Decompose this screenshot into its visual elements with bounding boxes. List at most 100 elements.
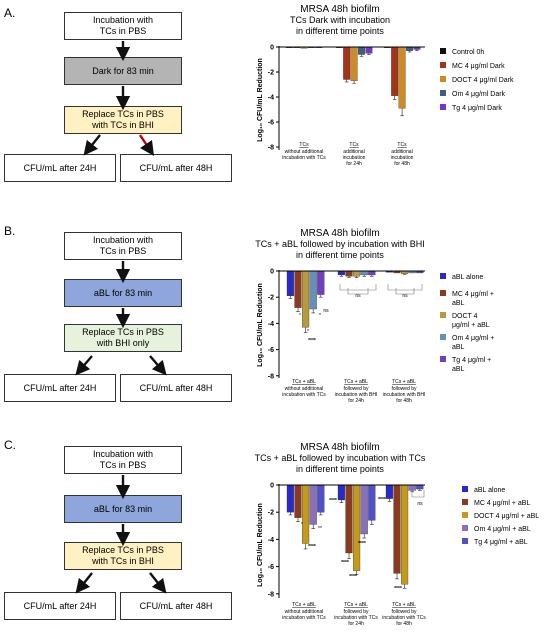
chart-c-cat2-line4: for 24h bbox=[348, 621, 364, 627]
chart-c-bar-1-2 bbox=[353, 484, 361, 571]
flow-arrows bbox=[75, 41, 167, 594]
legend-c-swatch-3 bbox=[462, 525, 468, 531]
chart-b-bar-0-0 bbox=[286, 270, 294, 297]
chart-c-cat1-line2: without additional bbox=[285, 609, 324, 615]
chart-c-sig-5: **** bbox=[349, 574, 357, 580]
legend-b-label-2a: DOCT 4 bbox=[452, 313, 478, 320]
chart-b-cat3-line2: followed by bbox=[391, 386, 417, 392]
flow-a-step1: Incubation with TCs in PBS bbox=[64, 12, 182, 40]
chart-b-bar-1-0 bbox=[337, 270, 345, 276]
chart-b-cat2-line1: TCs + aBL bbox=[344, 379, 368, 385]
chart-c-bar-2-4 bbox=[416, 484, 424, 490]
chart-c-ytick-label-4: -8 bbox=[268, 591, 274, 598]
chart-c-brackets bbox=[411, 490, 425, 498]
chart-c-sig-2: ** bbox=[318, 526, 322, 532]
chart-a-cat1-line2: without additional bbox=[285, 149, 324, 155]
chart-c-bar-0-0 bbox=[286, 484, 294, 513]
chart-b-title-3: in different time points bbox=[296, 250, 384, 260]
chart-c-sig-8: **** bbox=[394, 586, 402, 592]
chart-c-legend: aBL alone MC 4 μg/ml + aBL DOCT 4 μg/ml … bbox=[462, 486, 539, 546]
flow-b-out2: CFU/mL after 48H bbox=[120, 374, 232, 402]
chart-a-bar-1-3 bbox=[358, 46, 365, 55]
chart-c-sig-3: **** bbox=[329, 498, 337, 504]
chart-a-cat2-line3: incubation bbox=[343, 155, 366, 161]
legend-b-swatch-1 bbox=[440, 290, 446, 296]
chart-c-ytick-label-0: 0 bbox=[270, 483, 274, 490]
chart-b-sig-1: * bbox=[307, 329, 309, 335]
chart-c-title-3: in different time points bbox=[296, 464, 384, 474]
chart-c-ticks: 0 -2 -4 -6 -8 bbox=[268, 483, 279, 598]
chart-c-bars bbox=[286, 484, 424, 589]
chart-a-bar-1-2 bbox=[350, 46, 358, 81]
chart-b-cat3-line4: for 48h bbox=[396, 398, 412, 404]
chart-c-cat1-line1: TCs + aBL bbox=[292, 602, 316, 608]
chart-c-ytick-label-1: -2 bbox=[268, 510, 274, 517]
chart-a: MRSA 48h biofilm TCs Dark with incubatio… bbox=[257, 4, 514, 167]
legend-a-label-1: MC 4 μg/ml Dark bbox=[452, 63, 505, 70]
arrow-a-4 bbox=[139, 134, 154, 156]
legend-b-swatch-3 bbox=[440, 334, 446, 340]
chart-b-ylabel: Log₁₀ CFU/mL Reduction bbox=[257, 283, 264, 367]
chart-a-cat3-line1: TCs bbox=[397, 142, 407, 148]
chart-a-ytick-label-1: -2 bbox=[268, 70, 274, 77]
chart-b-ytick-label-0: 0 bbox=[270, 269, 274, 276]
chart-c-ytick-label-2: -4 bbox=[268, 537, 274, 544]
legend-b-swatch-0 bbox=[440, 273, 446, 279]
chart-a-bar-2-2 bbox=[398, 46, 406, 109]
chart-a-title-3: in different time points bbox=[296, 26, 384, 36]
legend-a-swatch-4 bbox=[440, 104, 446, 110]
chart-b-sig-6: ns bbox=[402, 293, 408, 299]
flow-a-step3: Replace TCs in PBS with TCs in BHI bbox=[64, 106, 182, 134]
chart-c-cat3-line4: for 48h bbox=[396, 621, 412, 627]
chart-c-ytick-label-3: -6 bbox=[268, 564, 274, 571]
legend-c-swatch-1 bbox=[462, 499, 468, 505]
legend-a-label-3: Om 4 μg/ml Dark bbox=[452, 91, 506, 98]
flow-c-out1: CFU/mL after 24H bbox=[4, 592, 116, 620]
flow-a-out1: CFU/mL after 24H bbox=[4, 154, 116, 182]
chart-a-ytick-label-3: -6 bbox=[268, 120, 274, 127]
legend-b-label-4b: aBL bbox=[452, 366, 465, 373]
chart-c-sig-1: **** bbox=[308, 544, 316, 550]
chart-c-category-labels: TCs + aBL without additional incubation … bbox=[282, 602, 426, 627]
arrow-b-4 bbox=[149, 355, 167, 376]
chart-b-sig-2: **** bbox=[308, 338, 316, 344]
legend-b-label-3a: Om 4 μg/ml + bbox=[452, 335, 494, 342]
chart-b-cat2-line4: for 24h bbox=[348, 398, 364, 404]
flow-c-step3: Replace TCs in PBS with TCs in BHI bbox=[64, 542, 182, 570]
chart-c-cat1-line3: incubation with TCs bbox=[282, 615, 326, 621]
legend-b-label-0: aBL alone bbox=[452, 274, 483, 281]
legend-a-label-2: DOCT 4 μg/ml Dark bbox=[452, 77, 514, 84]
chart-c-sig-0: * bbox=[301, 522, 303, 528]
chart-b-cat1-line1: TCs + aBL bbox=[292, 379, 316, 385]
flow-b-step3: Replace TCs in PBS with BHI only bbox=[64, 324, 182, 352]
chart-b-ytick-label-2: -4 bbox=[268, 321, 274, 328]
chart-b-cat2-line2: followed by bbox=[343, 386, 369, 392]
chart-c-title-1: MRSA 48h biofilm bbox=[300, 442, 379, 453]
chart-b-significance: * * **** * ns ns ns bbox=[299, 293, 408, 344]
legend-c-swatch-4 bbox=[462, 538, 468, 544]
legend-b-label-2b: μg/ml + aBL bbox=[452, 322, 490, 329]
chart-c-bar-2-1 bbox=[393, 484, 401, 574]
chart-c-sig-7: **** bbox=[378, 497, 386, 503]
chart-c-cat2-line1: TCs + aBL bbox=[344, 602, 368, 608]
chart-a-cat1-line1: TCs bbox=[299, 142, 309, 148]
legend-c-label-1: MC 4 μg/ml + aBL bbox=[474, 500, 530, 507]
chart-c-title-2: TCs + aBL followed by incubation with TC… bbox=[255, 453, 426, 463]
chart-b: MRSA 48h biofilm TCs + aBL followed by i… bbox=[255, 228, 494, 404]
chart-b-bar-0-1 bbox=[294, 270, 302, 308]
legend-b-label-3b: aBL bbox=[452, 344, 465, 351]
legend-b-label-1b: aBL bbox=[452, 300, 465, 307]
chart-a-cat3-line3: incubation bbox=[391, 155, 414, 161]
legend-c-swatch-2 bbox=[462, 512, 468, 518]
chart-b-cat1-line2: without additional bbox=[285, 386, 324, 392]
arrow-c-4 bbox=[149, 572, 167, 594]
chart-a-ytick-label-2: -4 bbox=[268, 95, 274, 102]
legend-c-label-0: aBL alone bbox=[474, 487, 505, 494]
legend-a-swatch-3 bbox=[440, 90, 446, 96]
chart-a-cat2-line2: additional bbox=[343, 149, 364, 155]
chart-b-sig-3: * bbox=[319, 313, 321, 319]
flow-c-step1: Incubation with TCs in PBS bbox=[64, 446, 182, 474]
chart-c-cat3-line2: followed by bbox=[391, 609, 417, 615]
flow-b-out1: CFU/mL after 24H bbox=[4, 374, 116, 402]
